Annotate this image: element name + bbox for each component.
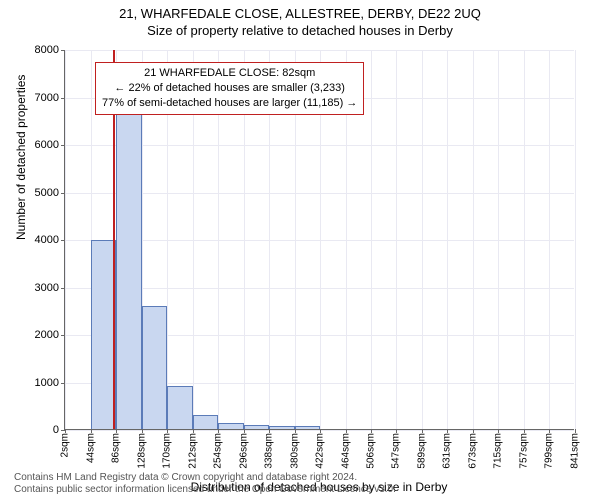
ytick-label: 8000 xyxy=(35,44,59,56)
title-main: 21, WHARFEDALE CLOSE, ALLESTREE, DERBY, … xyxy=(0,6,600,21)
ytick-label: 7000 xyxy=(35,92,59,104)
footer: Contains HM Land Registry data © Crown c… xyxy=(14,472,396,496)
annotation-box: 21 WHARFEDALE CLOSE: 82sqm← 22% of detac… xyxy=(95,62,364,115)
footer-line1: Contains HM Land Registry data © Crown c… xyxy=(14,472,396,484)
xtick-label: 212sqm xyxy=(187,433,198,469)
footer-line2: Contains public sector information licen… xyxy=(14,484,396,496)
ytick-label: 2000 xyxy=(35,329,59,341)
y-axis-title: Number of detached properties xyxy=(14,75,28,240)
ytick-label: 1000 xyxy=(35,377,59,389)
histogram-bar xyxy=(244,425,270,429)
xtick-label: 2sqm xyxy=(60,433,71,457)
xtick-label: 799sqm xyxy=(544,433,555,469)
gridline-v xyxy=(447,50,448,429)
ytick-label: 0 xyxy=(53,424,59,436)
gridline-v xyxy=(549,50,550,429)
xtick-label: 86sqm xyxy=(111,433,122,463)
gridline-v xyxy=(396,50,397,429)
xtick-label: 338sqm xyxy=(264,433,275,469)
histogram-bar xyxy=(167,386,193,429)
gridline-v xyxy=(473,50,474,429)
annotation-line: ← 22% of detached houses are smaller (3,… xyxy=(102,81,357,96)
histogram-bar xyxy=(269,426,295,429)
gridline-v xyxy=(575,50,576,429)
xtick-label: 380sqm xyxy=(289,433,300,469)
xtick-label: 841sqm xyxy=(570,433,581,469)
gridline-v xyxy=(422,50,423,429)
histogram-bar xyxy=(295,426,321,429)
xtick-label: 547sqm xyxy=(391,433,402,469)
gridline-v xyxy=(65,50,66,429)
xtick-label: 631sqm xyxy=(442,433,453,469)
xtick-label: 254sqm xyxy=(213,433,224,469)
title-block: 21, WHARFEDALE CLOSE, ALLESTREE, DERBY, … xyxy=(0,0,600,38)
histogram-bar xyxy=(193,415,219,429)
annotation-line: 21 WHARFEDALE CLOSE: 82sqm xyxy=(102,66,357,81)
gridline-v xyxy=(371,50,372,429)
ytick-label: 3000 xyxy=(35,282,59,294)
plot-region: 0100020003000400050006000700080002sqm44s… xyxy=(64,50,574,430)
xtick-label: 170sqm xyxy=(162,433,173,469)
xtick-label: 506sqm xyxy=(366,433,377,469)
xtick-label: 128sqm xyxy=(136,433,147,469)
title-sub: Size of property relative to detached ho… xyxy=(0,23,600,38)
xtick-label: 589sqm xyxy=(416,433,427,469)
histogram-bar xyxy=(142,306,168,430)
ytick-label: 6000 xyxy=(35,139,59,151)
chart-area: 0100020003000400050006000700080002sqm44s… xyxy=(64,50,574,430)
xtick-label: 757sqm xyxy=(518,433,529,469)
xtick-label: 422sqm xyxy=(315,433,326,469)
histogram-bar xyxy=(218,423,244,429)
xtick-label: 464sqm xyxy=(340,433,351,469)
ytick-label: 5000 xyxy=(35,187,59,199)
xtick-label: 673sqm xyxy=(467,433,478,469)
xtick-label: 715sqm xyxy=(493,433,504,469)
xtick-label: 296sqm xyxy=(238,433,249,469)
histogram-bar xyxy=(116,111,142,429)
ytick-label: 4000 xyxy=(35,234,59,246)
annotation-line: 77% of semi-detached houses are larger (… xyxy=(102,96,357,111)
xtick-label: 44sqm xyxy=(85,433,96,463)
gridline-v xyxy=(524,50,525,429)
gridline-v xyxy=(498,50,499,429)
